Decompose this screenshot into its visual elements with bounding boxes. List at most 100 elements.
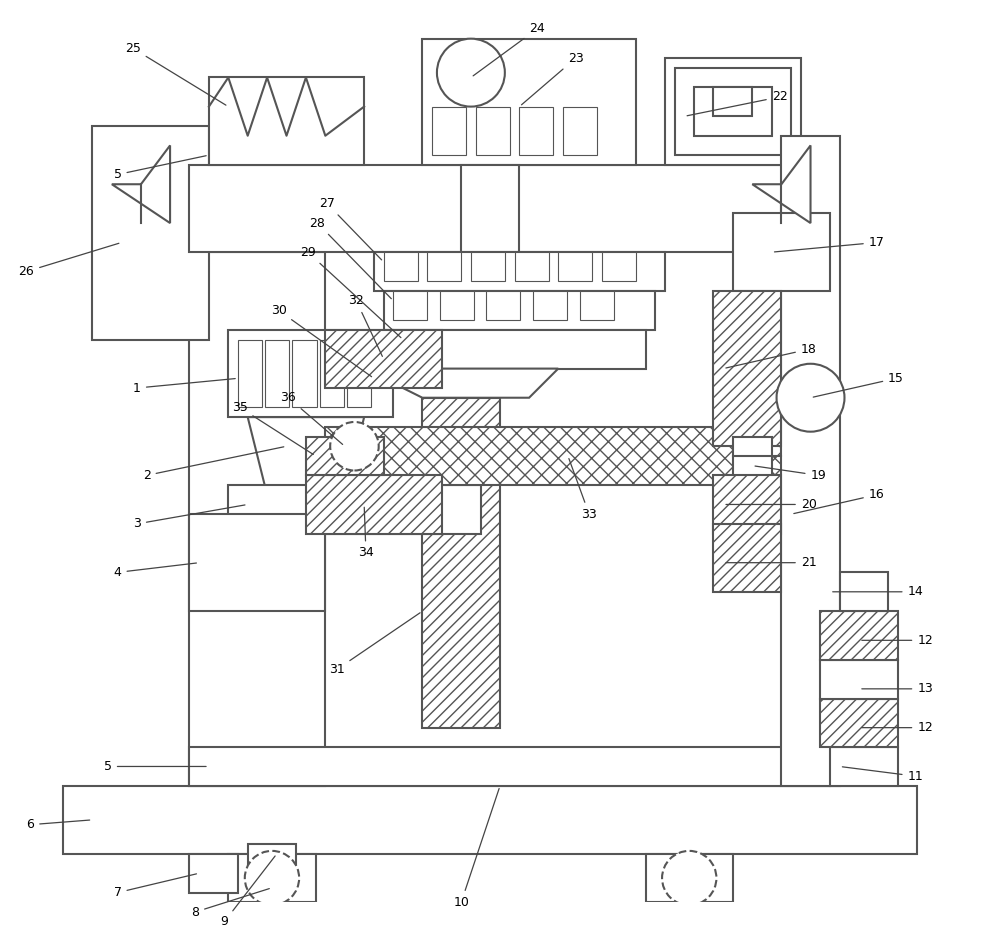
Circle shape	[777, 363, 844, 432]
Text: 17: 17	[774, 236, 885, 252]
Polygon shape	[752, 146, 811, 223]
Bar	[393, 330, 646, 369]
Bar	[228, 854, 316, 902]
Bar	[422, 398, 500, 728]
Bar	[558, 252, 592, 281]
Bar	[63, 786, 917, 854]
Bar	[820, 611, 898, 660]
Bar	[393, 291, 427, 320]
Text: 13: 13	[862, 682, 933, 695]
Text: 32: 32	[348, 294, 382, 356]
Bar	[713, 476, 781, 534]
Text: 15: 15	[813, 372, 904, 397]
Text: 28: 28	[309, 217, 391, 298]
Bar	[92, 126, 209, 339]
Polygon shape	[248, 417, 364, 495]
Bar	[325, 330, 442, 388]
Text: 27: 27	[319, 197, 382, 260]
Text: 7: 7	[114, 874, 196, 899]
Text: 12: 12	[862, 721, 933, 734]
Text: 33: 33	[569, 459, 597, 521]
Text: 23: 23	[522, 52, 584, 105]
Bar	[306, 437, 384, 476]
Bar	[238, 339, 262, 408]
Text: 2: 2	[143, 447, 284, 482]
Circle shape	[330, 422, 379, 471]
Polygon shape	[364, 369, 558, 398]
Bar	[422, 39, 636, 165]
Bar	[820, 660, 898, 699]
Text: 25: 25	[125, 42, 226, 105]
Bar	[840, 572, 888, 611]
Bar	[519, 107, 553, 155]
Text: 4: 4	[114, 563, 196, 578]
Bar	[533, 291, 567, 320]
Text: 10: 10	[453, 789, 499, 908]
Polygon shape	[112, 146, 170, 223]
Text: 18: 18	[726, 343, 817, 368]
Bar	[713, 524, 781, 591]
Bar	[665, 58, 801, 165]
Text: 22: 22	[687, 91, 787, 116]
Text: 34: 34	[358, 507, 374, 560]
Bar	[306, 476, 442, 534]
Bar	[292, 339, 317, 408]
Text: 6: 6	[26, 819, 90, 832]
Circle shape	[245, 851, 299, 906]
Bar	[471, 252, 505, 281]
Bar	[189, 252, 325, 786]
Bar	[694, 87, 772, 135]
Text: 26: 26	[18, 243, 119, 278]
Bar	[265, 339, 289, 408]
Text: 19: 19	[755, 466, 826, 482]
Text: 35: 35	[232, 400, 313, 454]
Text: 14: 14	[833, 585, 923, 598]
Bar	[440, 291, 474, 320]
Text: 8: 8	[191, 889, 269, 919]
Bar	[675, 68, 791, 155]
Bar	[820, 699, 898, 747]
Bar	[646, 854, 733, 902]
Bar	[374, 252, 665, 291]
Bar	[602, 252, 636, 281]
Bar	[189, 165, 801, 252]
Bar	[830, 747, 898, 786]
Bar	[189, 854, 238, 893]
Bar	[228, 485, 481, 534]
Bar	[486, 291, 520, 320]
Text: 16: 16	[794, 489, 884, 514]
Text: 5: 5	[114, 156, 206, 181]
Bar	[384, 252, 418, 281]
Circle shape	[437, 39, 505, 107]
Bar	[515, 252, 549, 281]
Bar	[189, 747, 830, 786]
Bar	[384, 291, 655, 330]
Bar	[189, 514, 325, 611]
Bar	[461, 165, 519, 252]
Text: 20: 20	[726, 498, 817, 511]
Bar	[733, 437, 772, 485]
Text: 30: 30	[271, 304, 372, 376]
Bar	[347, 339, 371, 408]
Bar	[563, 107, 597, 155]
Bar	[781, 135, 840, 786]
Circle shape	[662, 851, 716, 906]
Bar	[713, 291, 781, 446]
Text: 1: 1	[133, 378, 235, 395]
Text: 11: 11	[842, 767, 923, 782]
Text: 36: 36	[280, 391, 343, 444]
Bar	[320, 339, 344, 408]
Bar	[476, 107, 510, 155]
Text: 31: 31	[329, 613, 420, 676]
Bar	[432, 107, 466, 155]
Bar	[228, 330, 393, 417]
Bar	[580, 291, 614, 320]
Text: 21: 21	[726, 556, 817, 569]
Bar	[713, 87, 752, 116]
Text: 5: 5	[104, 760, 206, 773]
Text: 12: 12	[862, 634, 933, 647]
Bar	[209, 78, 364, 165]
Bar	[325, 426, 811, 485]
Text: 9: 9	[220, 856, 275, 927]
Text: 3: 3	[133, 505, 245, 530]
